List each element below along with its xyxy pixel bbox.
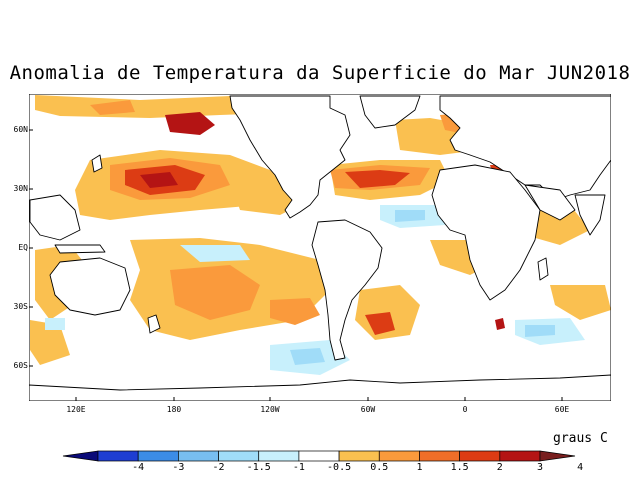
australia xyxy=(49,257,131,316)
colorbar-tick-label: 4 xyxy=(577,462,584,473)
lon-label-120e: 120E xyxy=(66,405,86,414)
africa xyxy=(431,164,541,301)
lon-label-60w: 60W xyxy=(360,405,376,414)
lon-label-60e: 60E xyxy=(554,405,570,414)
colorbar-tick-label: -1.5 xyxy=(246,462,271,473)
india xyxy=(574,194,606,236)
lat-label-30n: 30N xyxy=(13,184,28,193)
colorbar-tick-label: 1.5 xyxy=(450,462,469,473)
lon-label-180: 180 xyxy=(166,405,182,414)
lat-label-30s: 30S xyxy=(13,302,28,311)
colorbar-tick-label: 3 xyxy=(536,462,544,473)
lat-label-60s: 60S xyxy=(13,361,28,370)
colorbar-tick-label: -3 xyxy=(172,462,185,473)
lon-label-0: 0 xyxy=(462,405,468,414)
maritime-continent xyxy=(29,194,81,241)
colorbar-segment xyxy=(298,450,340,462)
colorbar-segment xyxy=(378,450,420,462)
north-america xyxy=(229,95,351,219)
very-strong-warm-anomalies xyxy=(140,112,505,330)
colorbar-segment xyxy=(258,450,300,462)
eurasia xyxy=(439,95,611,201)
south-america xyxy=(311,219,383,361)
map-title: Anomalia de Temperatura da Superficie do… xyxy=(9,62,631,84)
colorbar-tick-label: -0.5 xyxy=(327,462,352,473)
lat-label-eq: EQ xyxy=(18,243,28,252)
greenland xyxy=(359,95,421,129)
antarctica xyxy=(29,374,611,401)
colorbar-tick-label: 1 xyxy=(416,462,423,473)
colorbar-tick-label: -2 xyxy=(212,462,225,473)
colorbar-segment xyxy=(499,450,541,462)
colorbar-tick-label: 0.5 xyxy=(370,462,389,473)
colorbar-tick-label: -1 xyxy=(292,462,305,473)
colorbar-segment xyxy=(178,450,219,462)
colorbar-segment xyxy=(338,450,380,462)
colorbar-end-high xyxy=(539,450,576,462)
lat-label-60n: 60N xyxy=(13,125,28,134)
units-label: graus C xyxy=(553,431,608,446)
colorbar-segment xyxy=(97,450,139,462)
arabia xyxy=(524,184,576,221)
colorbar-segment xyxy=(419,450,460,462)
colorbar-tick-label: -4 xyxy=(132,462,145,473)
colorbar-segment xyxy=(459,450,501,462)
axis-ticks xyxy=(29,129,563,401)
colorbar-segment xyxy=(218,450,260,462)
colorbar-end-low xyxy=(62,450,99,462)
lon-label-120w: 120W xyxy=(260,405,280,414)
colorbar-segment xyxy=(137,450,179,462)
colorbar-tick-label: 2 xyxy=(496,462,503,473)
continents xyxy=(29,95,611,401)
